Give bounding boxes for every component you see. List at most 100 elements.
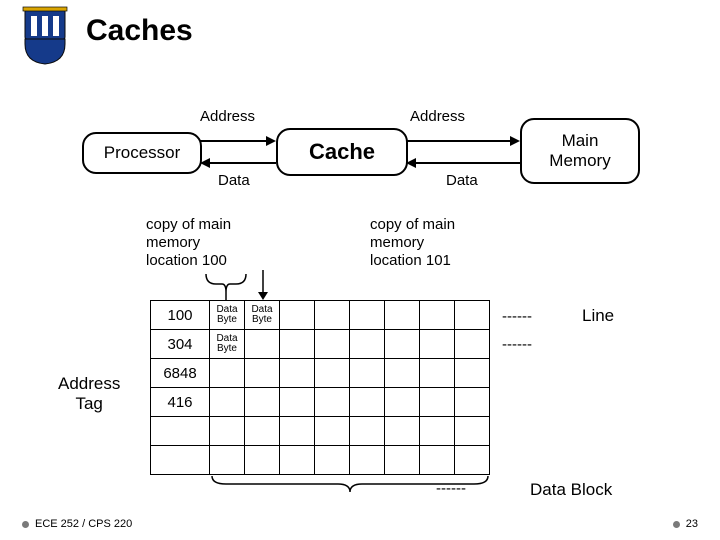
- main-memory-label-2: Memory: [549, 151, 610, 171]
- data-byte-cell: [385, 388, 420, 417]
- data-byte-cell: [350, 359, 385, 388]
- data-byte-cell: [280, 417, 315, 446]
- data-byte-cell: [245, 359, 280, 388]
- footer-course: ECE 252 / CPS 220: [35, 518, 132, 530]
- bullet-dot-icon: [673, 521, 680, 528]
- processor-label: Processor: [104, 143, 181, 163]
- arrow-head-icon: [266, 136, 276, 146]
- address-label-2: Address: [410, 108, 465, 125]
- data-byte-cell: [245, 446, 280, 475]
- cache-block: Cache: [276, 128, 408, 176]
- address-tag-l1: Address: [58, 374, 120, 394]
- table-row: 304Data Byte: [151, 330, 490, 359]
- data-byte-cell: [245, 330, 280, 359]
- page-title: Caches: [86, 14, 193, 48]
- data-byte-cell: Data Byte: [210, 330, 245, 359]
- data-byte-cell: [350, 417, 385, 446]
- copy-100-l3: location 100: [146, 252, 231, 270]
- data-byte-cell: [210, 417, 245, 446]
- address-tag-cell: 6848: [151, 359, 210, 388]
- arrow-proc-cache-data: [210, 162, 276, 164]
- data-block-label: Data Block: [530, 480, 612, 500]
- crest-logo: [18, 4, 72, 66]
- copy-100-annotation: copy of main memory location 100: [146, 216, 231, 270]
- arrow-head-icon: [510, 136, 520, 146]
- data-byte-cell: [385, 417, 420, 446]
- address-tag-cell: [151, 446, 210, 475]
- data-byte-cell: Data Byte: [210, 301, 245, 330]
- data-byte-cell: [420, 359, 455, 388]
- data-byte-cell: [455, 446, 490, 475]
- data-byte-cell: [315, 359, 350, 388]
- arrow-head-icon: [406, 158, 416, 168]
- data-byte-cell: [385, 330, 420, 359]
- data-byte-cell: [315, 301, 350, 330]
- data-byte-cell: [455, 388, 490, 417]
- footer-page-num: 23: [686, 518, 698, 530]
- data-byte-cell: [385, 359, 420, 388]
- arrow-down-icon: [256, 270, 270, 302]
- data-byte-cell: [420, 388, 455, 417]
- copy-101-l2: memory: [370, 234, 455, 252]
- address-tag-cell: 100: [151, 301, 210, 330]
- data-byte-cell: [280, 388, 315, 417]
- data-byte-cell: [315, 446, 350, 475]
- data-byte-cell: [420, 330, 455, 359]
- arrow-cache-mem-data: [416, 162, 520, 164]
- data-byte-cell: [350, 330, 385, 359]
- data-byte-cell: [420, 446, 455, 475]
- data-byte-cell: [455, 301, 490, 330]
- address-tag-cell: 416: [151, 388, 210, 417]
- dash-line-2: ------: [502, 336, 532, 353]
- table-row: 100Data ByteData Byte: [151, 301, 490, 330]
- data-byte-cell: [455, 417, 490, 446]
- data-byte-cell: [350, 301, 385, 330]
- curly-brace-wide-icon: [210, 474, 490, 496]
- footer-left: ECE 252 / CPS 220: [22, 518, 132, 530]
- data-byte-cell: [210, 388, 245, 417]
- arrow-head-icon: [200, 158, 210, 168]
- data-byte-cell: [420, 417, 455, 446]
- table-row: [151, 446, 490, 475]
- data-byte-cell: [280, 446, 315, 475]
- cache-table: 100Data ByteData Byte304Data Byte6848416: [150, 300, 490, 475]
- data-byte-cell: [210, 359, 245, 388]
- data-byte-cell: [280, 301, 315, 330]
- bullet-dot-icon: [22, 521, 29, 528]
- data-byte-cell: [315, 388, 350, 417]
- data-byte-cell: [455, 359, 490, 388]
- table-row: [151, 417, 490, 446]
- address-tag-cell: [151, 417, 210, 446]
- address-label-1: Address: [200, 108, 255, 125]
- arrow-proc-cache-address: [200, 140, 266, 142]
- line-label: Line: [582, 306, 614, 326]
- cache-label: Cache: [309, 139, 375, 165]
- data-label-2: Data: [446, 172, 478, 189]
- data-byte-cell: [210, 446, 245, 475]
- data-byte-cell: [385, 301, 420, 330]
- address-tag-label: Address Tag: [58, 374, 120, 414]
- data-byte-cell: [280, 359, 315, 388]
- data-byte-cell: [315, 330, 350, 359]
- data-byte-cell: [385, 446, 420, 475]
- copy-101-annotation: copy of main memory location 101: [370, 216, 455, 270]
- data-byte-cell: [315, 417, 350, 446]
- processor-block: Processor: [82, 132, 202, 174]
- copy-101-l3: location 101: [370, 252, 455, 270]
- copy-100-l1: copy of main: [146, 216, 231, 234]
- data-byte-cell: [420, 301, 455, 330]
- main-memory-block: Main Memory: [520, 118, 640, 184]
- data-byte-cell: [350, 388, 385, 417]
- copy-100-l2: memory: [146, 234, 231, 252]
- data-byte-cell: [455, 330, 490, 359]
- address-tag-cell: 304: [151, 330, 210, 359]
- main-memory-label-1: Main: [562, 131, 599, 151]
- table-row: 6848: [151, 359, 490, 388]
- curly-brace-icon: [204, 272, 248, 302]
- table-row: 416: [151, 388, 490, 417]
- data-byte-cell: [280, 330, 315, 359]
- data-byte-cell: [350, 446, 385, 475]
- footer-right: 23: [673, 518, 698, 530]
- arrow-cache-mem-address: [406, 140, 510, 142]
- data-label-1: Data: [218, 172, 250, 189]
